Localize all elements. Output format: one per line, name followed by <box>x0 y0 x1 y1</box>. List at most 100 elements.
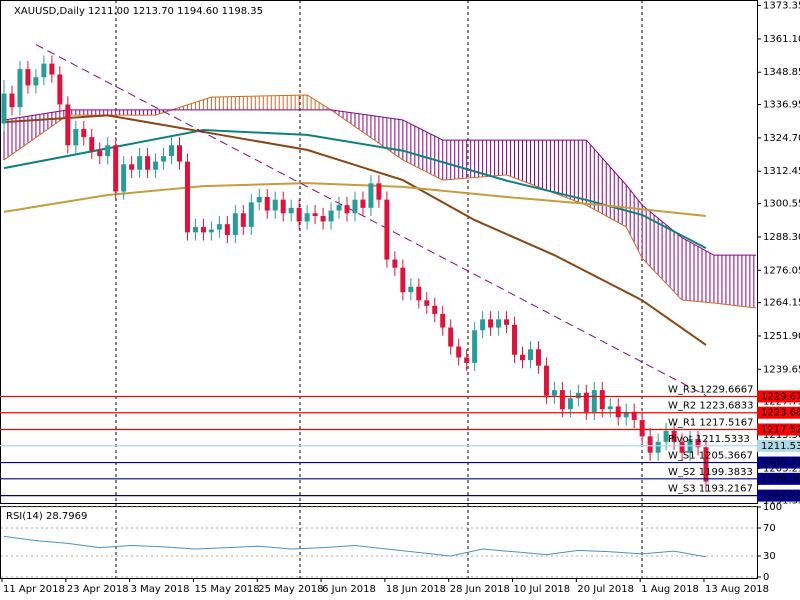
candle-body <box>392 259 398 268</box>
candle-body <box>695 439 701 448</box>
candle-body <box>17 69 23 108</box>
y-tick-label: 1300.55 <box>763 199 800 210</box>
candle-body <box>344 205 350 214</box>
pivot-label: W_R1 1217.5167 <box>668 418 753 429</box>
separators <box>115 0 643 578</box>
y-tick-label: 1348.85 <box>763 67 800 78</box>
y-tick-label: 100 <box>763 502 782 513</box>
candle-body <box>304 213 310 222</box>
candle-body <box>145 156 151 170</box>
candle-body <box>456 346 462 358</box>
main-panel <box>0 0 758 504</box>
candle-body <box>464 357 470 363</box>
candle-body <box>33 77 39 86</box>
candle-body <box>535 349 541 366</box>
candle-body <box>240 213 246 227</box>
candle-body <box>121 164 127 192</box>
candle-body <box>73 128 79 146</box>
x-tick-label: 15 May 2018 <box>194 584 259 595</box>
candle-body <box>631 411 637 421</box>
cloud-span <box>3 109 756 256</box>
candle-body <box>583 392 589 412</box>
y-tick-label: 1324.70 <box>763 133 800 144</box>
candle-body <box>81 128 87 138</box>
price-box <box>757 456 800 469</box>
candle-body <box>575 392 581 399</box>
candle-body <box>97 150 103 157</box>
candle-body <box>655 441 661 453</box>
moving-average <box>3 114 707 346</box>
candle-body <box>551 390 557 396</box>
candle-body <box>408 286 414 293</box>
y-tick-label: 1361.10 <box>763 34 800 45</box>
x-tick-label: 3 May 2018 <box>131 584 190 595</box>
candle-body <box>400 267 406 293</box>
candle-body <box>216 224 222 230</box>
y-tick-label: 1203.25 <box>763 463 800 474</box>
candle-body <box>591 390 597 412</box>
candle-body <box>512 324 518 355</box>
y-tick-label: 1276.05 <box>763 265 800 276</box>
y-tick-label: 1373.35 <box>763 1 800 12</box>
x-tick-label: 28 Jun 2018 <box>450 584 510 595</box>
candle-body <box>57 74 63 105</box>
y-tick-label: 1312.45 <box>763 166 800 177</box>
candle-body <box>679 441 685 453</box>
candle-body <box>9 93 15 108</box>
candle-body <box>599 390 605 410</box>
candle-body <box>623 411 629 418</box>
price-box-label: 1205.37 <box>761 458 800 469</box>
y-tick-label: 70 <box>763 523 776 534</box>
x-tick-label: 20 Jul 2018 <box>577 584 634 595</box>
candle-body <box>288 207 294 214</box>
y-tick-label: 1251.90 <box>763 331 800 342</box>
candle-body <box>153 161 159 170</box>
x-tick-label: 13 Aug 2018 <box>705 584 769 595</box>
x-tick-label: 1 Aug 2018 <box>641 584 699 595</box>
candle-body <box>161 156 167 162</box>
candle-body <box>49 63 55 75</box>
candle-body <box>208 229 214 233</box>
price-box-label: 1217.52 <box>761 425 800 436</box>
price-box <box>757 439 800 452</box>
candle-body <box>480 319 486 331</box>
y-tick-label: 1239.65 <box>763 364 800 375</box>
candle-body <box>113 145 119 192</box>
candle-body <box>368 183 374 208</box>
candle-body <box>169 145 175 157</box>
candle-body <box>647 436 653 453</box>
candle-body <box>559 390 565 410</box>
candle-body <box>543 365 549 396</box>
candle-body <box>703 447 709 482</box>
candle-body <box>1 93 7 124</box>
x-tick-label: 23 Apr 2018 <box>67 584 129 595</box>
price-box-label: 1223.68 <box>761 408 800 419</box>
y-tick-label: 1264.15 <box>763 298 800 309</box>
rsi-panel <box>0 506 758 579</box>
candle-body <box>176 145 182 162</box>
cloud-span <box>3 94 757 309</box>
x-tick-label: 18 Jun 2018 <box>386 584 446 595</box>
candle-body <box>232 213 238 236</box>
y-tick-label: 1336.95 <box>763 100 800 111</box>
candle-body <box>527 349 533 361</box>
candle-body <box>264 196 270 211</box>
candle-body <box>448 327 454 347</box>
price-box <box>757 423 800 436</box>
rsi-line <box>3 535 707 558</box>
candle-body <box>200 226 206 233</box>
candle-body <box>352 199 358 214</box>
price-box-label: 1211.53 <box>761 441 800 452</box>
candle-body <box>520 354 526 361</box>
candle-body <box>105 145 111 157</box>
x-tick-label: 10 Jul 2018 <box>514 584 571 595</box>
candle-body <box>496 319 502 328</box>
candle-body <box>280 199 286 214</box>
pivot-label: W_R3 1229.6667 <box>668 384 753 395</box>
price-box-label: 1229.67 <box>761 391 800 402</box>
candle-body <box>137 156 143 170</box>
candle-body <box>272 199 278 211</box>
candle-body <box>89 137 95 151</box>
y-tick-label: 0 <box>763 572 769 583</box>
